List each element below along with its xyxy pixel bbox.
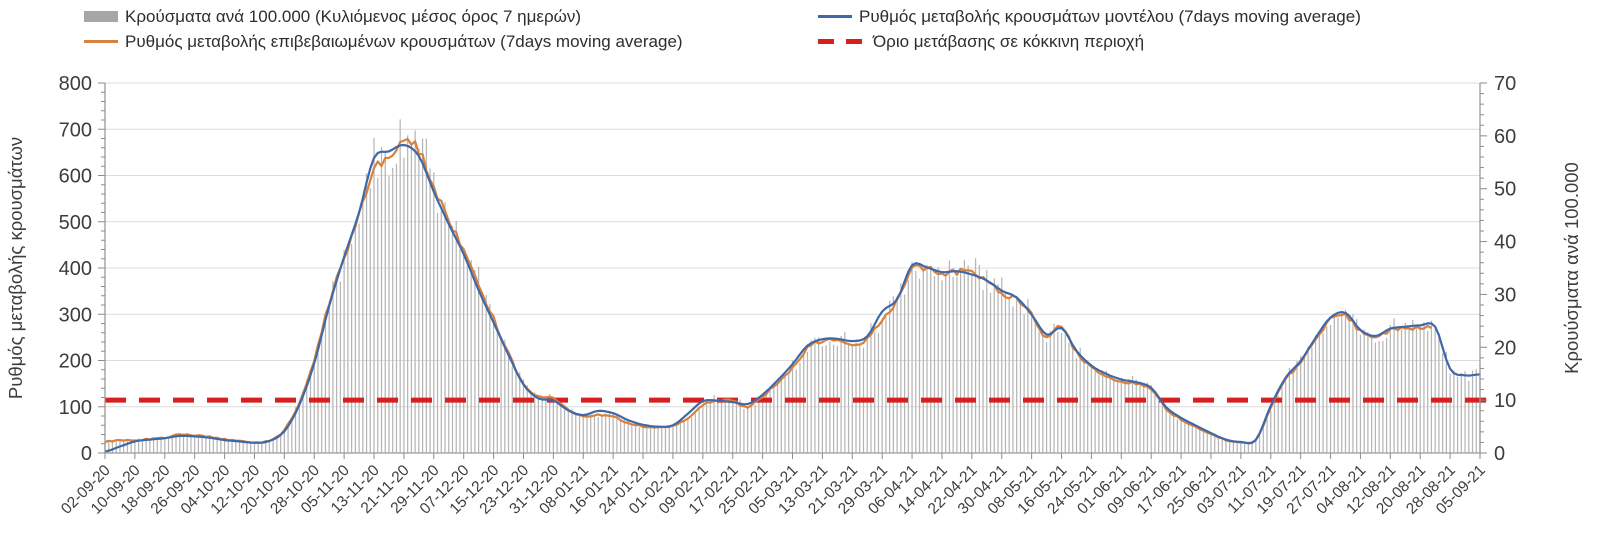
svg-text:40: 40: [1494, 232, 1516, 254]
svg-text:0: 0: [1494, 443, 1505, 465]
svg-text:Ρυθμός μεταβολής κρουσμάτων: Ρυθμός μεταβολής κρουσμάτων: [5, 137, 26, 399]
legend-label-model-line: Ρυθμός μεταβολής κρουσμάτων μοντέλου (7d…: [859, 7, 1361, 26]
svg-text:500: 500: [59, 212, 92, 234]
svg-text:300: 300: [59, 304, 92, 326]
svg-text:100: 100: [59, 397, 92, 419]
legend-item-confirmed-line: Ρυθμός μεταβολής επιβεβαιωμένων κρουσμάτ…: [84, 33, 683, 50]
svg-text:600: 600: [59, 166, 92, 188]
svg-text:700: 700: [59, 119, 92, 141]
legend-item-cases-bars: Κρούσματα ανά 100.000 (Κυλιόμενος μέσος …: [84, 8, 581, 25]
legend-item-model-line: Ρυθμός μεταβολής κρουσμάτων μοντέλου (7d…: [818, 8, 1361, 25]
gridlines: [105, 82, 1480, 408]
svg-text:20: 20: [1494, 337, 1516, 359]
orange-line-swatch-icon: [84, 40, 118, 43]
legend-item-red-threshold: Όριο μετάβασης σε κόκκινη περιοχή: [818, 33, 1144, 50]
legend-label-red-threshold: Όριο μετάβασης σε κόκκινη περιοχή: [873, 32, 1145, 51]
svg-text:Κρουύσματα ανά 100.000: Κρουύσματα ανά 100.000: [1561, 162, 1582, 374]
legend-label-confirmed-line: Ρυθμός μεταβολής επιβεβαιωμένων κρουσμάτ…: [125, 32, 683, 51]
svg-text:0: 0: [81, 443, 92, 465]
daily-cases-bars: [104, 119, 1481, 453]
red-dashed-swatch-icon: [818, 39, 866, 44]
svg-text:10: 10: [1494, 390, 1516, 412]
svg-text:30: 30: [1494, 284, 1516, 306]
moving-average-lines: [104, 137, 1481, 453]
svg-text:200: 200: [59, 351, 92, 373]
axes-and-ticks: [98, 82, 1487, 459]
svg-text:800: 800: [59, 73, 92, 95]
legend-label-cases-bars: Κρούσματα ανά 100.000 (Κυλιόμενος μέσος …: [125, 7, 582, 26]
svg-text:70: 70: [1494, 73, 1516, 95]
bar-swatch-icon: [84, 11, 118, 22]
svg-text:60: 60: [1494, 126, 1516, 148]
blue-line-swatch-icon: [818, 15, 852, 18]
svg-text:400: 400: [59, 258, 92, 280]
svg-text:50: 50: [1494, 179, 1516, 201]
